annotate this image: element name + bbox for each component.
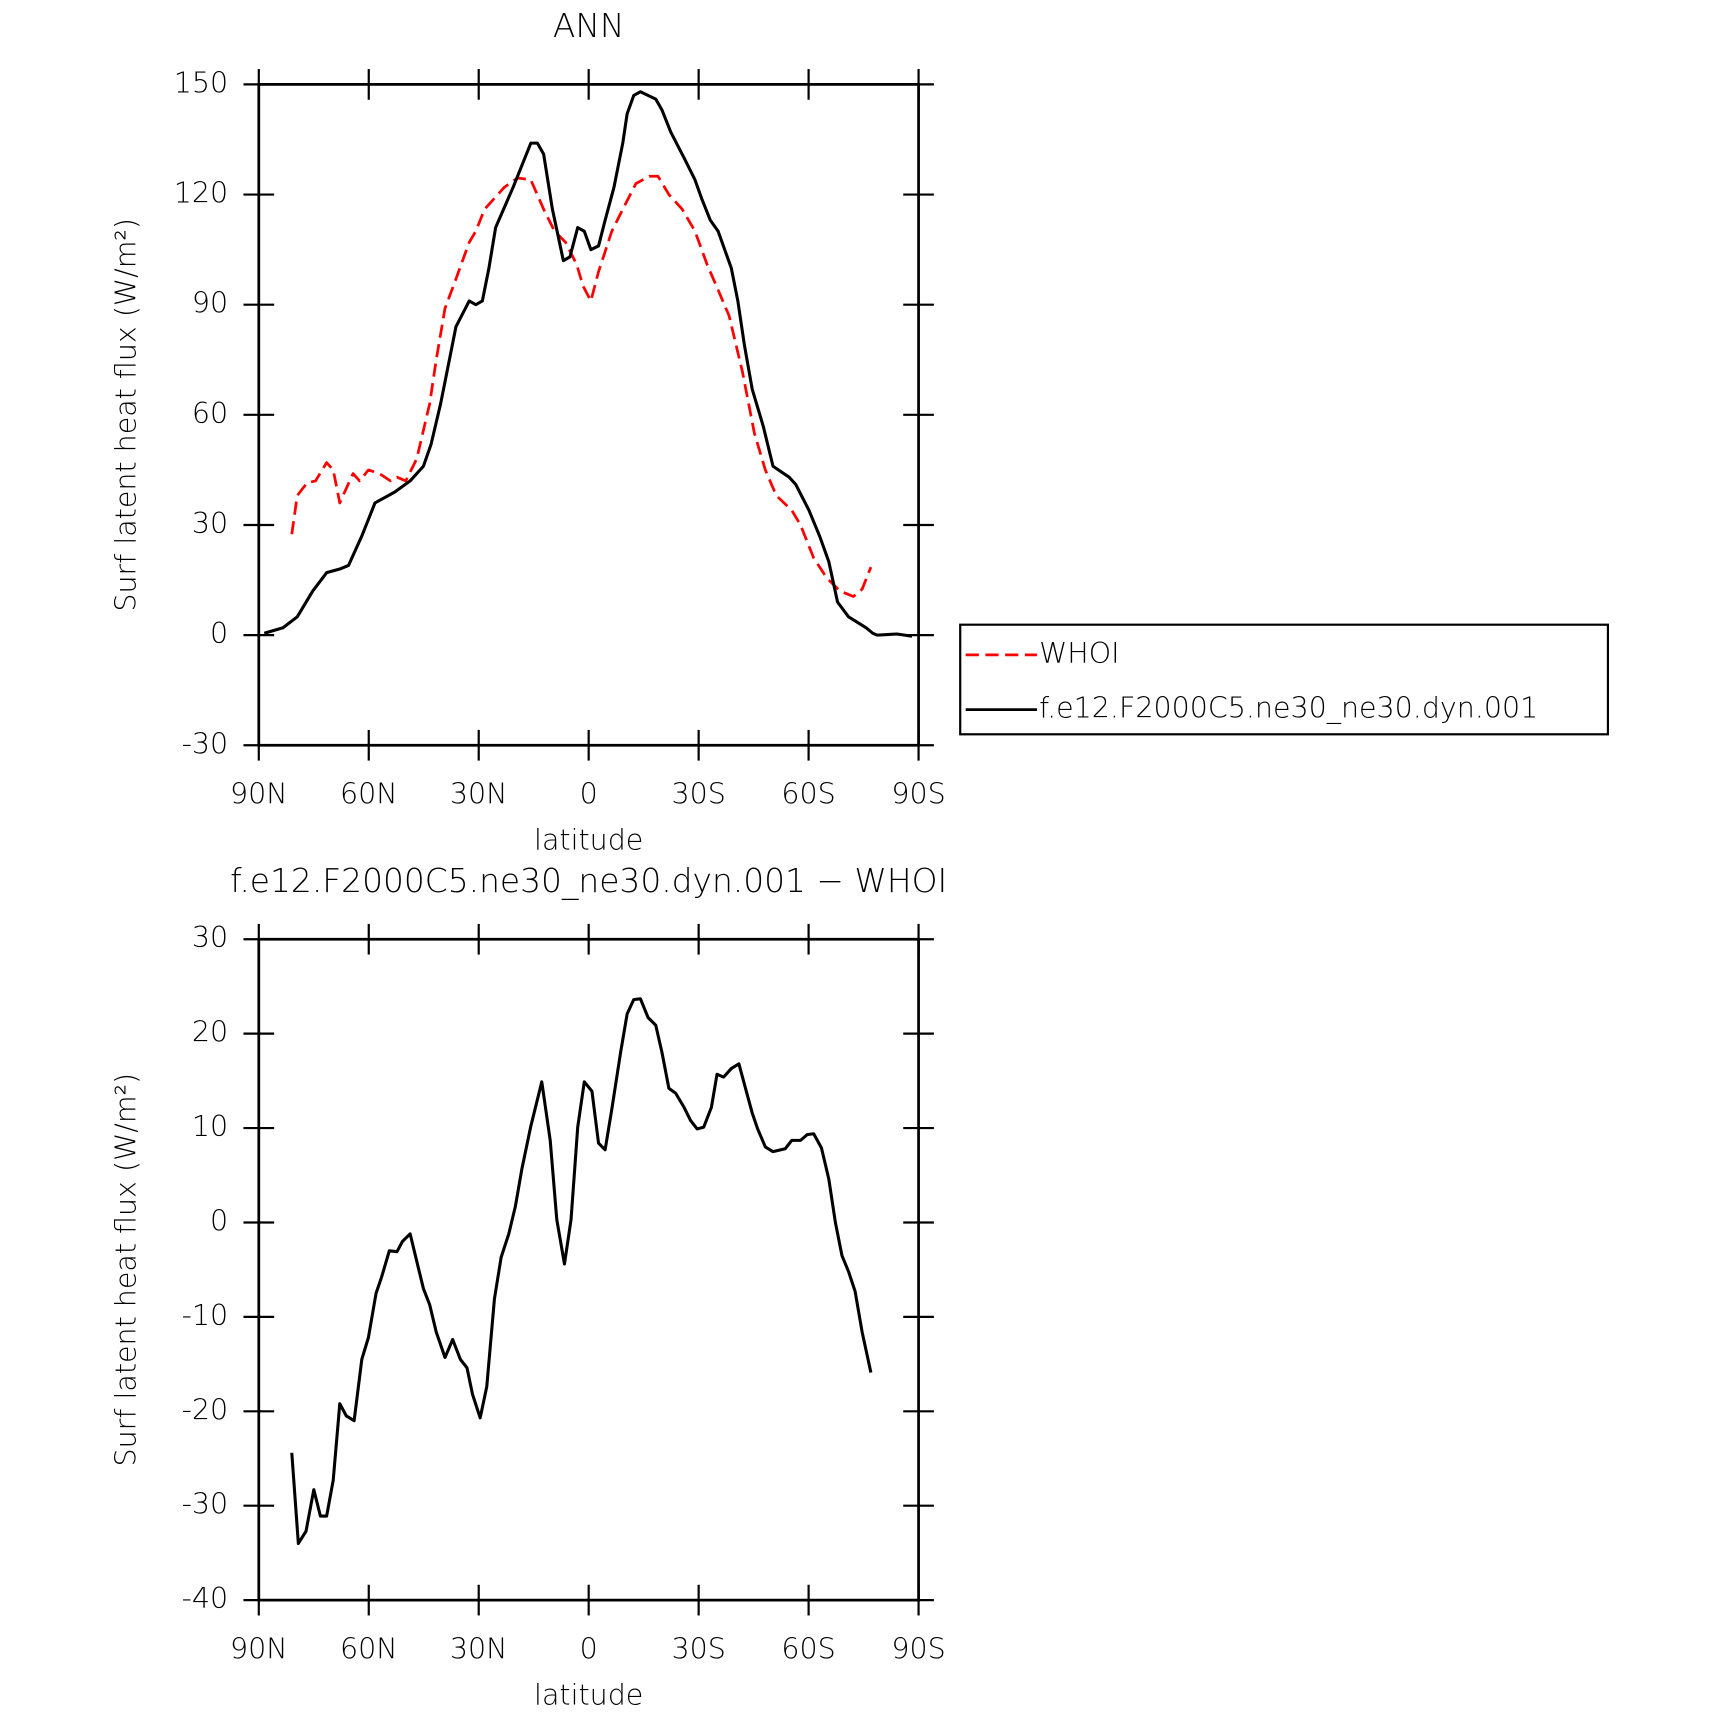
x-tick-label: 90S	[891, 1633, 945, 1666]
plot-frame	[257, 937, 920, 1602]
chart-title: f.e12.F2000C5.ne30_ne30.dyn.001 − WHOI	[230, 861, 947, 901]
y-tick-label: 150	[174, 66, 228, 99]
plot-frame	[257, 83, 920, 747]
y-tick-label: 120	[174, 177, 228, 210]
x-axis-label: latitude	[534, 824, 643, 857]
y-tick-label: 0	[210, 617, 228, 650]
y-tick-label: 0	[210, 1204, 228, 1237]
legend-box	[959, 623, 1610, 736]
x-tick-label: 30S	[671, 1633, 725, 1666]
x-tick-label: 30N	[450, 1633, 508, 1666]
y-axis-label: Surf latent heat flux (W/m²)	[109, 1073, 142, 1467]
data-line	[290, 174, 873, 598]
legend-label: WHOI	[1039, 637, 1119, 670]
x-tick-label: 30N	[450, 778, 508, 811]
y-tick-label: 90	[192, 287, 228, 320]
x-tick-label: 0	[580, 778, 598, 811]
x-tick-label: 60S	[781, 778, 835, 811]
x-axis-label: latitude	[534, 1679, 643, 1712]
chart-title: ANN	[553, 6, 625, 45]
x-tick-label: 90N	[230, 1633, 288, 1666]
y-axis-label: Surf latent heat flux (W/m²)	[109, 218, 142, 612]
x-tick-label: 60S	[781, 1633, 835, 1666]
x-tick-label: 90S	[891, 778, 945, 811]
y-tick-label: -30	[182, 727, 229, 760]
data-line	[263, 90, 913, 638]
y-tick-label: -10	[182, 1299, 229, 1332]
x-tick-label: 30S	[671, 778, 725, 811]
y-tick-label: 20	[192, 1016, 228, 1049]
y-tick-label: 30	[192, 921, 228, 954]
y-tick-label: 10	[192, 1110, 228, 1143]
y-tick-label: -20	[182, 1393, 229, 1426]
x-tick-label: 0	[580, 1633, 598, 1666]
y-tick-label: 30	[192, 507, 228, 540]
x-tick-label: 90N	[230, 778, 288, 811]
y-tick-label: -40	[182, 1582, 229, 1615]
y-tick-label: 60	[192, 397, 228, 430]
x-tick-label: 60N	[340, 778, 398, 811]
legend-label: f.e12.F2000C5.ne30_ne30.dyn.001	[1039, 692, 1538, 726]
x-tick-label: 60N	[340, 1633, 398, 1666]
y-tick-label: -30	[182, 1488, 229, 1521]
data-line	[290, 997, 873, 1545]
